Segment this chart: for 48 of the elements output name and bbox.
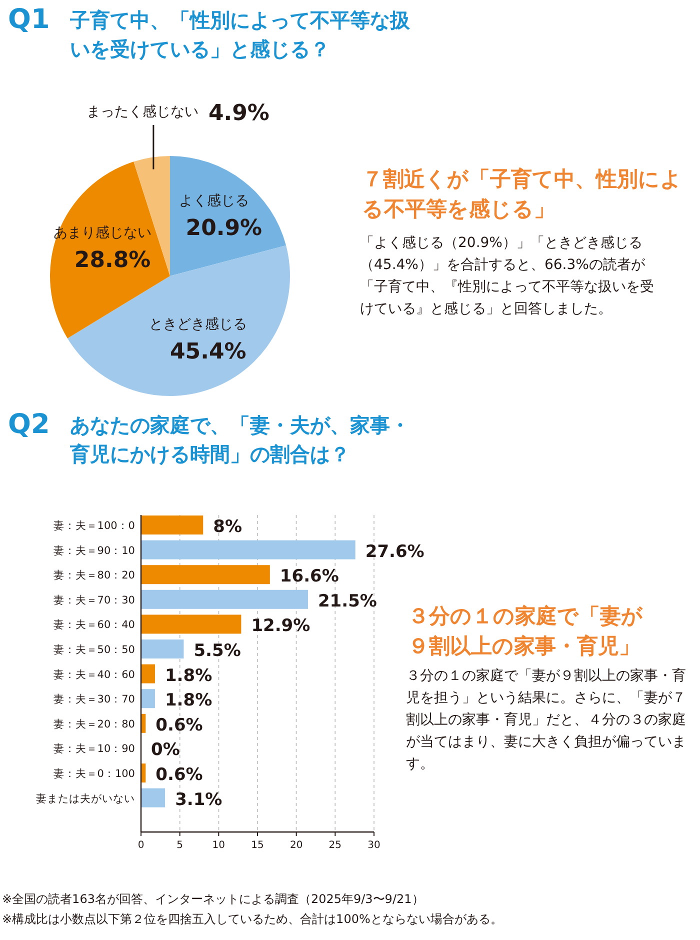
text: ※構成比は小数点以下第２位を四捨五入しているため、合計は100%とならない場合がある。 — [2, 911, 504, 928]
text: Q2 — [8, 409, 50, 440]
y-tick-label: 妻または夫がいない — [36, 792, 135, 805]
data-label: 45.4% — [170, 339, 246, 364]
y-tick-label: 妻：夫＝30：70 — [53, 692, 135, 706]
text: ７割近くが「子育て中、性別による不平等を感じる」 — [362, 166, 683, 223]
data-label: 0% — [151, 740, 180, 760]
data-label: 20.9% — [186, 216, 262, 241]
x-tick-label: 0 — [138, 840, 144, 851]
y-tick-label: 妻：夫＝100：0 — [53, 519, 135, 532]
data-label: 3.1% — [175, 790, 222, 810]
y-tick-label: 妻：夫＝20：80 — [53, 717, 135, 730]
x-tick-label: 5 — [176, 840, 184, 851]
data-label: 4.9% — [208, 101, 270, 126]
text: ３分の１の家庭で「妻が９割以上の家事・育児」 — [408, 603, 644, 660]
y-tick-label: 妻：夫＝40：60 — [53, 668, 135, 681]
text: Q1 — [8, 4, 50, 35]
y-tick-label: 妻：夫＝60：40 — [53, 618, 135, 632]
x-tick-label: 25 — [328, 840, 342, 851]
data-label: 0.6% — [156, 715, 203, 736]
data-label: 27.6% — [365, 542, 424, 562]
data-label: 1.8% — [164, 666, 212, 686]
data-label: 0.6% — [156, 765, 203, 785]
x-tick-label: 15 — [251, 840, 264, 851]
data-label: 16.6% — [280, 566, 339, 587]
y-tick-label: 妻：夫＝10：90 — [53, 742, 135, 756]
x-tick-label: 30 — [368, 840, 380, 851]
y-tick-label: 妻：夫＝50：50 — [53, 643, 135, 656]
slice-label: よく感じる — [178, 192, 249, 209]
text: ３分の１の家庭で「妻が９割以上の家事・育児を担う」という結果に。さらに、「妻が７割以上の家事・育児」だと、４分の３の家庭が当てはまり、妻に大きく負担が偏っています。 — [406, 667, 687, 774]
data-label: 8% — [213, 517, 242, 537]
y-tick-label: 妻：夫＝0：100 — [53, 767, 135, 780]
y-tick-label: 妻：夫＝80：20 — [53, 568, 135, 582]
data-label: 21.5% — [318, 591, 377, 612]
x-tick-label: 10 — [212, 840, 226, 851]
data-label: 1.8% — [164, 690, 212, 711]
slice-label: まったく感じない — [86, 104, 198, 120]
y-tick-label: 妻：夫＝70：30 — [53, 593, 135, 606]
y-tick-label: 妻：夫＝90：10 — [53, 544, 135, 557]
data-label: 5.5% — [194, 641, 241, 661]
chart-title: 子育て中、「性別によって不平等な扱いを受けている」と感じる？ — [70, 7, 410, 63]
data-label: 28.8% — [74, 248, 151, 273]
chart-title: あなたの家庭で、「妻・夫が、家事・育児にかける時間」の割合は？ — [70, 412, 410, 468]
slice-label: ときどき感じる — [149, 316, 248, 332]
text: 「よく感じる（20.9%）」「ときどき感じる（45.4%）」を合計すると、66.3%の読者が「子育て中、『性別によって不平等な扱いを受けている』と感じる」と回答しました。 — [360, 234, 655, 319]
x-tick-label: 20 — [290, 840, 303, 851]
data-label: 12.9% — [251, 616, 310, 636]
text: ※全国の読者163名が回答、インターネットによる調査（2025年9/3〜9/21） — [2, 891, 425, 908]
